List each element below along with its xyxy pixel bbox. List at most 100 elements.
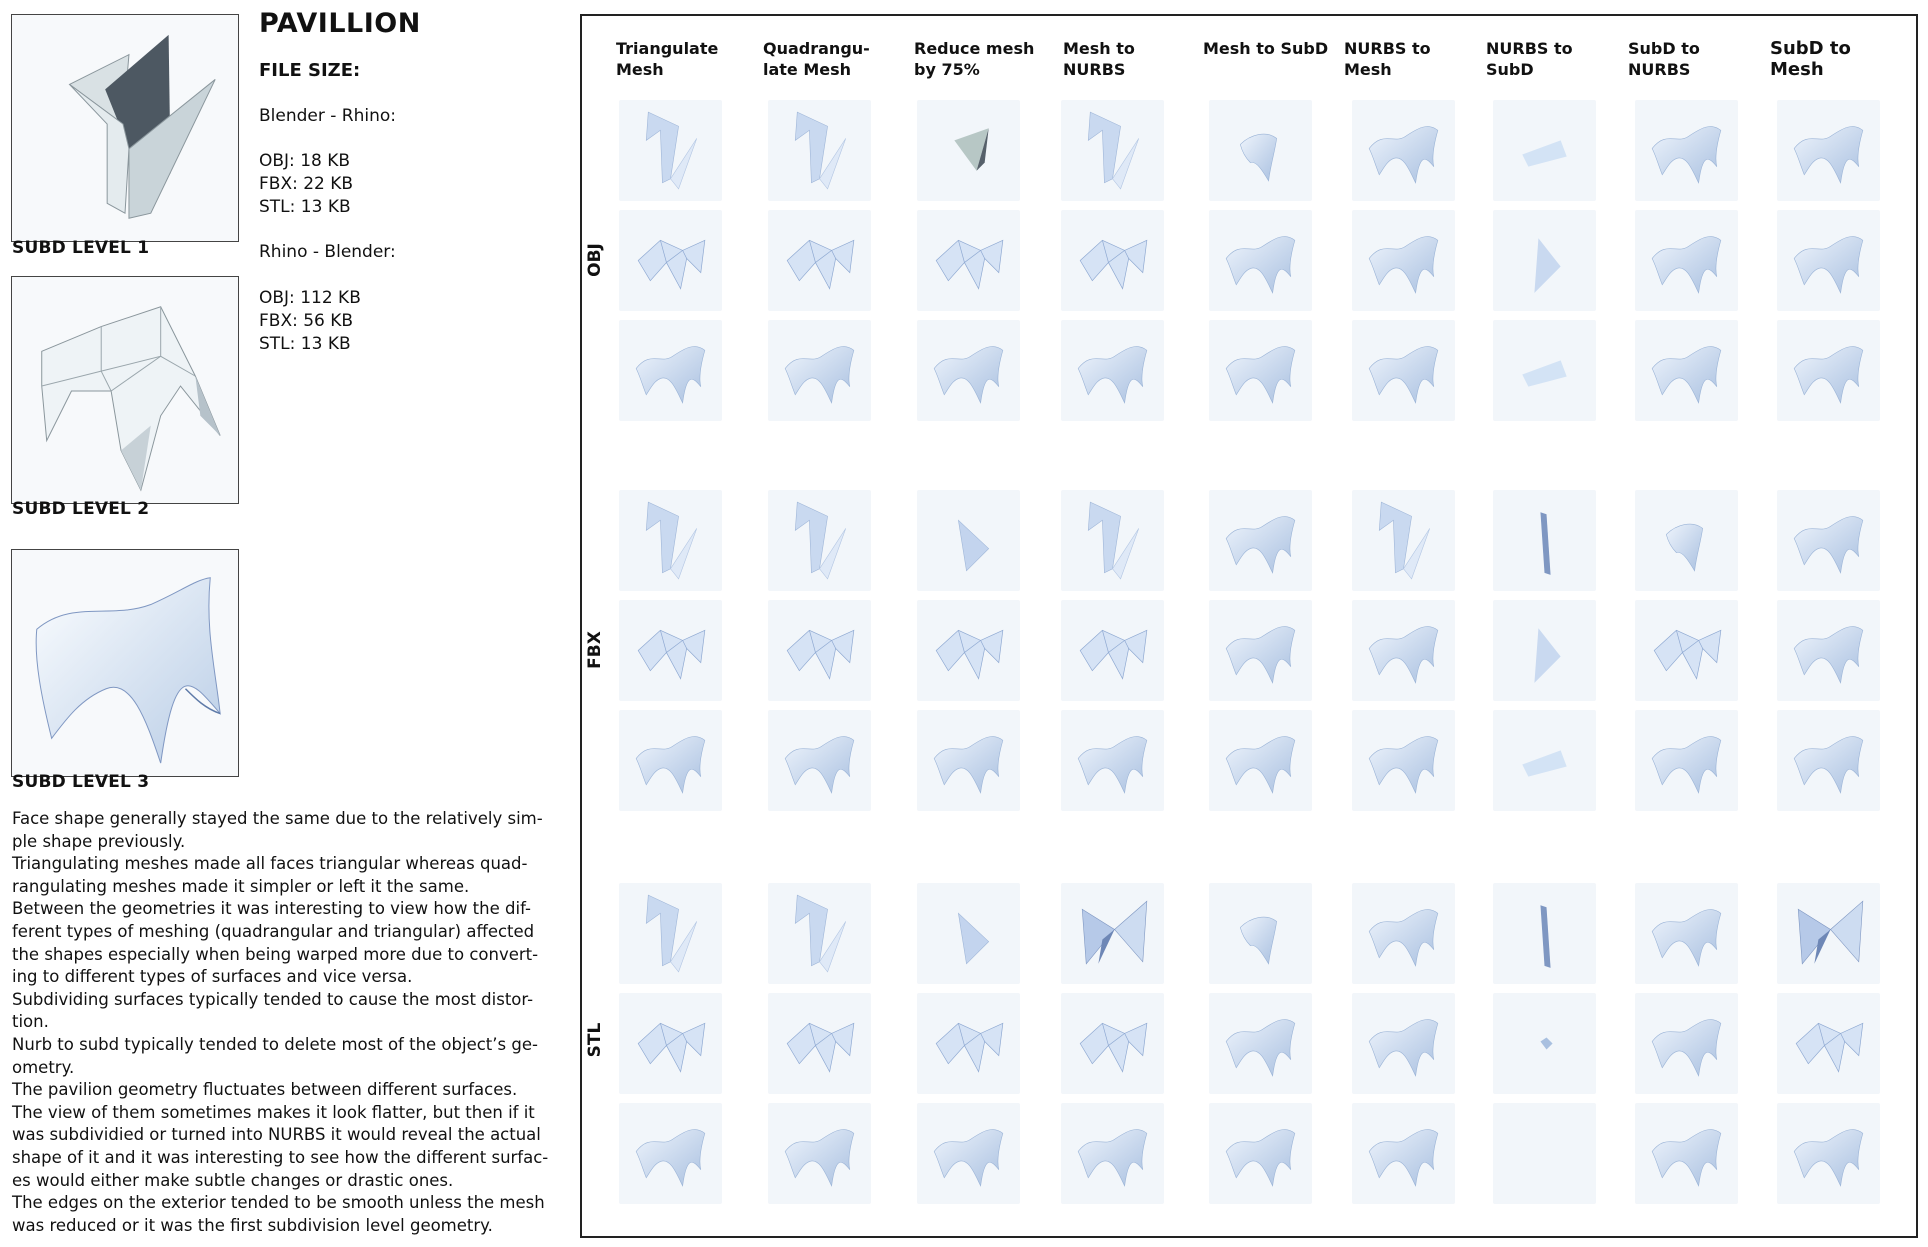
render-thumbnail [1352, 1103, 1455, 1204]
render-thumbnail [1493, 883, 1596, 984]
render-thumbnail [1777, 1103, 1880, 1204]
render-thumbnail [619, 883, 722, 984]
page-title: PAVILLION [259, 8, 421, 39]
column-header: Quadrangu- late Mesh [763, 39, 870, 79]
render-thumbnail [1061, 100, 1164, 201]
render-thumbnail [619, 710, 722, 811]
render-thumbnail [619, 320, 722, 421]
render-thumbnail [768, 210, 871, 311]
note-paragraph: Triangulating meshes made all faces tria… [12, 854, 528, 896]
column-header: Triangulate Mesh [616, 39, 719, 79]
render-thumbnail [1352, 993, 1455, 1094]
subd-level-2-label: SUBD LEVEL 2 [12, 499, 150, 519]
row-group-label: FBX [585, 631, 605, 669]
render-thumbnail [1777, 710, 1880, 811]
render-thumbnail [1061, 490, 1164, 591]
render-thumbnail [1493, 320, 1596, 421]
render-thumbnail [619, 993, 722, 1094]
subd-level-1-label: SUBD LEVEL 1 [12, 238, 150, 258]
render-thumbnail [1061, 710, 1164, 811]
render-thumbnail [1493, 100, 1596, 201]
blender-rhino-obj: OBJ: 18 KB [259, 151, 351, 171]
rhino-blender-label: Rhino - Blender: [259, 242, 396, 262]
column-header: NURBS to SubD [1486, 39, 1573, 79]
render-thumbnail [1209, 210, 1312, 311]
note-paragraph: Face shape generally stayed the same due… [12, 809, 543, 851]
render-thumbnail [1061, 320, 1164, 421]
render-thumbnail [1352, 320, 1455, 421]
render-thumbnail [1493, 600, 1596, 701]
render-thumbnail [619, 100, 722, 201]
column-header: Mesh to NURBS [1063, 39, 1135, 79]
render-thumbnail [1209, 320, 1312, 421]
column-header: SubD to Mesh [1770, 38, 1851, 80]
notes-text: Face shape generally stayed the same due… [12, 808, 552, 1237]
render-thumbnail [1777, 320, 1880, 421]
render-thumbnail [1352, 710, 1455, 811]
row-group-label: OBJ [585, 243, 605, 277]
render-thumbnail [917, 210, 1020, 311]
rhino-blender-fbx: FBX: 56 KB [259, 311, 354, 331]
note-paragraph: Between the geometries it was interestin… [12, 899, 539, 987]
column-header: Mesh to SubD [1203, 39, 1329, 58]
render-thumbnail [1635, 883, 1738, 984]
render-thumbnail [1061, 883, 1164, 984]
render-thumbnail [1777, 100, 1880, 201]
render-thumbnail [1352, 490, 1455, 591]
render-thumbnail [917, 100, 1020, 201]
render-thumbnail [1352, 100, 1455, 201]
render-thumbnail [619, 210, 722, 311]
render-thumbnail [768, 1103, 871, 1204]
column-header: SubD to NURBS [1628, 39, 1700, 79]
render-thumbnail [1209, 1103, 1312, 1204]
render-thumbnail [619, 600, 722, 701]
render-thumbnail [1061, 1103, 1164, 1204]
note-paragraph: Subdividing surfaces typically tended to… [12, 989, 534, 1032]
render-thumbnail [1635, 1103, 1738, 1204]
subd-level-3-label: SUBD LEVEL 3 [12, 772, 150, 792]
note-paragraph: Nurb to subd typically tended to delete … [12, 1034, 538, 1077]
render-thumbnail [768, 100, 871, 201]
render-thumbnail [768, 600, 871, 701]
render-thumbnail [1777, 210, 1880, 311]
column-header: NURBS to Mesh [1344, 39, 1431, 79]
render-thumbnail [917, 490, 1020, 591]
render-thumbnail [917, 993, 1020, 1094]
render-thumbnail [1493, 993, 1596, 1094]
render-thumbnail [1493, 490, 1596, 591]
subd-level-3-image [11, 549, 239, 777]
render-thumbnail [1209, 100, 1312, 201]
rhino-blender-stl: STL: 13 KB [259, 334, 351, 354]
render-thumbnail [1635, 600, 1738, 701]
render-thumbnail [1209, 993, 1312, 1094]
rhino-blender-obj: OBJ: 112 KB [259, 288, 361, 308]
render-thumbnail [768, 883, 871, 984]
render-thumbnail [1777, 883, 1880, 984]
note-paragraph: The pavilion geometry fluctuates between… [12, 1080, 549, 1190]
conversion-grid [580, 14, 1918, 1238]
render-thumbnail [917, 883, 1020, 984]
blender-rhino-stl: STL: 13 KB [259, 197, 351, 217]
render-thumbnail [1777, 993, 1880, 1094]
render-thumbnail [917, 710, 1020, 811]
render-thumbnail [1635, 710, 1738, 811]
render-thumbnail [1777, 600, 1880, 701]
render-thumbnail [1209, 883, 1312, 984]
render-thumbnail [768, 490, 871, 591]
column-header: Reduce mesh by 75% [914, 39, 1035, 79]
render-thumbnail [1635, 320, 1738, 421]
render-thumbnail [1635, 100, 1738, 201]
render-thumbnail [768, 710, 871, 811]
render-thumbnail [1352, 883, 1455, 984]
render-thumbnail [768, 320, 871, 421]
subd-level-1-image [11, 14, 239, 242]
render-thumbnail [1635, 490, 1738, 591]
render-thumbnail [917, 600, 1020, 701]
render-thumbnail [1777, 490, 1880, 591]
render-thumbnail [1352, 210, 1455, 311]
render-thumbnail [917, 1103, 1020, 1204]
file-size-heading: FILE SIZE: [259, 60, 361, 81]
note-paragraph: The edges on the exterior tended to be s… [12, 1193, 545, 1235]
blender-rhino-fbx: FBX: 22 KB [259, 174, 354, 194]
render-thumbnail [1635, 993, 1738, 1094]
